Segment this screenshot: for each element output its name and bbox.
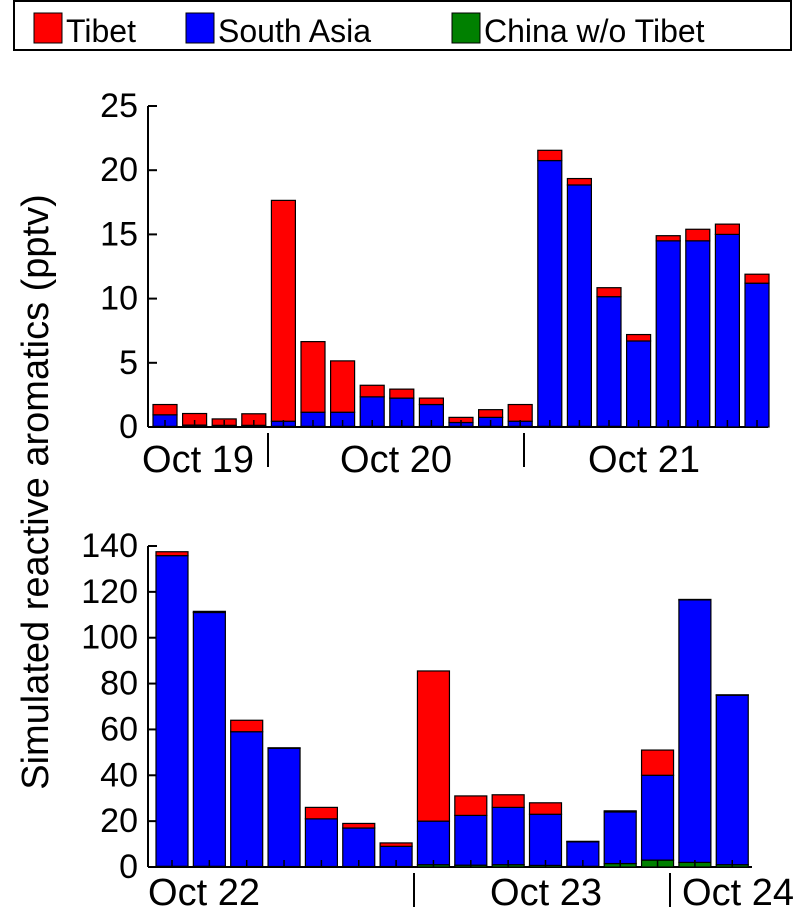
bar-segment-tibet (478, 409, 504, 418)
bar-segment-tibet (507, 403, 533, 422)
bar-segment-south_asia (685, 240, 711, 428)
y-tick-label: 5 (119, 344, 138, 382)
bar-segment-tibet (685, 228, 711, 242)
bar-segment-tibet (603, 810, 637, 813)
y-tick-label: 100 (81, 619, 138, 657)
bar-segment-tibet (152, 403, 178, 416)
bar-segment-tibet (389, 388, 415, 399)
bar-segment-tibet (715, 694, 749, 696)
bar-segment-south_asia (416, 820, 451, 866)
bar-segment-tibet (714, 223, 741, 236)
bar-segment-tibet (625, 333, 652, 342)
bar-segment-tibet (267, 747, 301, 749)
bar-segment-tibet (230, 719, 264, 733)
bar-segment-south_asia (744, 282, 770, 428)
bar-segment-tibet (342, 822, 376, 829)
legend-frame (13, 0, 792, 51)
bar-segment-south_asia (454, 814, 488, 866)
y-tick-label: 25 (100, 87, 138, 125)
day-label: Oct 20 (340, 439, 452, 481)
legend-swatch-south-asia (185, 12, 215, 44)
day-label: Oct 22 (148, 872, 260, 913)
bar-segment-tibet (491, 794, 525, 808)
bar-segment-south_asia (640, 774, 675, 861)
bar-segment-south_asia (714, 233, 741, 428)
bar-segment-tibet (359, 384, 385, 398)
y-tick-label: 140 (81, 527, 138, 565)
bar-segment-tibet (528, 802, 563, 815)
bar-segment-south_asia (596, 296, 622, 427)
legend-label-china: China w/o Tibet (484, 13, 705, 49)
bar-segment-tibet (300, 341, 326, 413)
legend-label-south-asia: South Asia (218, 13, 371, 49)
legend-swatch-china (451, 12, 481, 44)
day-label: Oct 24 (682, 872, 794, 913)
bar-segment-tibet (744, 273, 770, 284)
day-label: Oct 19 (142, 439, 254, 481)
bar-segment-south_asia (603, 811, 637, 865)
bar-segment-south_asia (678, 599, 712, 864)
bar-segment-tibet (678, 598, 712, 601)
bar-segment-tibet (537, 149, 563, 162)
bar-segment-south_asia (715, 694, 749, 866)
y-tick-label: 15 (100, 215, 138, 253)
day-label: Oct 21 (588, 439, 700, 481)
bar-segment-tibet (379, 842, 413, 847)
y-tick-label: 20 (100, 802, 138, 840)
bar-segment-tibet (566, 177, 593, 186)
bar-segment-tibet (330, 360, 356, 413)
legend: Tibet South Asia China w/o Tibet (13, 0, 792, 51)
bar-segment-south_asia (304, 818, 338, 868)
bar-segment-south_asia (491, 806, 525, 866)
bar-segment-tibet (454, 795, 488, 817)
y-tick-label: 20 (100, 151, 138, 189)
bar-segment-tibet (566, 840, 600, 843)
y-tick-label: 10 (100, 280, 138, 318)
bar-segment-south_asia (655, 240, 681, 428)
legend-label-tibet: Tibet (66, 13, 136, 49)
bar-segment-south_asia (267, 747, 301, 868)
y-axis-label: Simulated reactive aromatics (pptv) (15, 194, 57, 790)
y-tick-label: 60 (100, 710, 138, 748)
y-tick-label: 0 (119, 848, 138, 886)
day-label: Oct 23 (490, 872, 602, 913)
y-tick-label: 120 (81, 573, 138, 611)
bar-segment-south_asia (230, 731, 264, 868)
bar-segment-south_asia (625, 340, 652, 428)
bar-segment-south_asia (155, 555, 189, 867)
bottom-panel: 0 20 40 60 80 100 120 140 Oct 22 Oct 23 Oct 24 (81, 527, 794, 913)
y-tick-label: 40 (100, 756, 138, 794)
bar-segment-tibet (416, 670, 451, 822)
y-tick-label: 80 (100, 665, 138, 703)
bar-segment-tibet (596, 287, 622, 298)
bar-segment-tibet (418, 397, 444, 406)
bar-segment-tibet (655, 235, 681, 242)
top-panel: 0 5 10 15 20 25 Oct 19 Oct 20 Oct 21 (100, 87, 770, 481)
bar-segment-tibet (155, 551, 189, 557)
bar-segment-south_asia (528, 813, 563, 866)
bar-segment-south_asia (192, 611, 226, 867)
legend-swatch-tibet (33, 12, 63, 44)
bar-segment-tibet (192, 610, 226, 614)
y-tick-label: 0 (119, 408, 138, 446)
bar-segment-tibet (304, 806, 338, 820)
bar-segment-tibet (640, 749, 675, 776)
bar-segment-south_asia (537, 159, 563, 427)
bar-segment-tibet (270, 199, 296, 422)
bar-segment-south_asia (566, 184, 593, 427)
